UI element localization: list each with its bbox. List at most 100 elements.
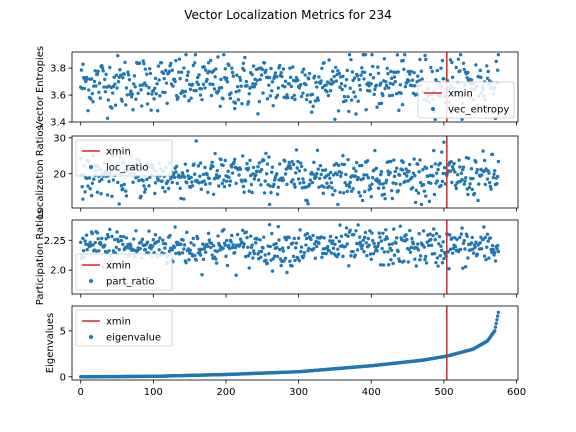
data-point-part_ratio xyxy=(465,234,469,239)
data-point-loc_ratio xyxy=(333,189,337,193)
data-point-vec_entropy xyxy=(136,91,140,96)
data-point-part_ratio xyxy=(110,234,114,239)
data-point-vec_entropy xyxy=(217,89,221,93)
data-point-part_ratio xyxy=(88,240,92,245)
data-point-part_ratio xyxy=(352,232,356,237)
data-point-part_ratio xyxy=(440,248,444,253)
data-point-eigenvalue xyxy=(493,329,497,333)
data-point-loc_ratio xyxy=(416,162,420,166)
data-point-vec_entropy xyxy=(142,81,147,85)
data-point-part_ratio xyxy=(414,264,419,268)
data-point-loc_ratio xyxy=(356,176,360,180)
data-point-loc_ratio xyxy=(156,178,161,182)
data-point-part_ratio xyxy=(347,264,351,268)
data-point-vec_entropy xyxy=(90,91,95,96)
data-point-loc_ratio xyxy=(487,180,492,185)
data-point-vec_entropy xyxy=(356,99,360,103)
data-point-loc_ratio xyxy=(230,165,234,169)
data-point-part_ratio xyxy=(167,249,172,253)
data-point-loc_ratio xyxy=(479,173,484,177)
data-point-vec_entropy xyxy=(288,75,293,80)
data-point-loc_ratio xyxy=(297,169,302,173)
data-point-part_ratio xyxy=(114,245,119,249)
data-point-loc_ratio xyxy=(379,170,384,174)
data-point-vec_entropy xyxy=(96,69,100,74)
data-point-part_ratio xyxy=(336,247,340,251)
data-point-vec_entropy xyxy=(287,82,291,86)
data-point-part_ratio xyxy=(99,242,103,247)
data-point-loc_ratio xyxy=(147,184,151,188)
data-point-loc_ratio xyxy=(182,175,187,179)
data-point-loc_ratio xyxy=(488,184,493,189)
data-point-vec_entropy xyxy=(357,77,361,82)
data-point-vec_entropy xyxy=(205,77,209,82)
data-point-vec_entropy xyxy=(240,101,244,106)
data-point-vec_entropy xyxy=(222,52,226,57)
data-point-part_ratio xyxy=(421,229,426,233)
data-point-part_ratio xyxy=(271,257,275,261)
data-point-part_ratio xyxy=(418,258,422,262)
data-point-part_ratio xyxy=(85,247,89,252)
data-point-vec_entropy xyxy=(494,59,498,64)
data-point-vec_entropy xyxy=(164,81,169,85)
legend-xmin-label: xmin xyxy=(448,89,473,100)
data-point-vec_entropy xyxy=(302,67,306,71)
data-point-vec_entropy xyxy=(116,80,121,84)
data-point-vec_entropy xyxy=(412,70,416,75)
data-point-loc_ratio xyxy=(294,148,299,152)
data-point-vec_entropy xyxy=(121,76,125,80)
data-point-loc_ratio xyxy=(360,198,365,203)
data-point-part_ratio xyxy=(455,237,459,242)
data-point-vec_entropy xyxy=(423,53,427,58)
data-point-loc_ratio xyxy=(353,174,357,178)
data-point-vec_entropy xyxy=(245,84,249,88)
data-point-loc_ratio xyxy=(440,179,445,184)
data-point-part_ratio xyxy=(408,228,412,233)
data-point-vec_entropy xyxy=(259,73,264,77)
data-point-part_ratio xyxy=(413,257,417,261)
data-point-vec_entropy xyxy=(144,83,148,88)
data-point-part_ratio xyxy=(334,235,339,240)
data-point-loc_ratio xyxy=(198,174,202,178)
data-point-part_ratio xyxy=(447,266,451,271)
data-point-loc_ratio xyxy=(208,181,212,186)
data-point-loc_ratio xyxy=(301,177,305,181)
data-point-vec_entropy xyxy=(310,110,314,114)
data-point-vec_entropy xyxy=(113,82,117,86)
data-point-loc_ratio xyxy=(331,173,336,177)
data-point-part_ratio xyxy=(168,233,172,238)
data-point-loc_ratio xyxy=(417,170,421,174)
data-point-vec_entropy xyxy=(294,75,299,80)
data-point-vec_entropy xyxy=(257,99,262,104)
data-point-part_ratio xyxy=(240,240,244,244)
data-point-vec_entropy xyxy=(97,90,101,95)
data-point-loc_ratio xyxy=(410,175,414,180)
y-tick-label: 30 xyxy=(53,133,66,144)
data-point-part_ratio xyxy=(396,249,400,254)
data-point-part_ratio xyxy=(319,235,323,239)
data-point-loc_ratio xyxy=(305,199,310,203)
data-point-part_ratio xyxy=(254,241,258,245)
data-point-vec_entropy xyxy=(326,93,331,98)
legend-series-label: loc_ratio xyxy=(106,163,148,174)
data-point-part_ratio xyxy=(434,260,438,265)
data-point-vec_entropy xyxy=(139,88,143,92)
data-point-part_ratio xyxy=(394,241,398,245)
data-point-vec_entropy xyxy=(198,93,203,97)
data-point-loc_ratio xyxy=(413,173,417,178)
data-point-vec_entropy xyxy=(278,63,282,68)
data-point-loc_ratio xyxy=(227,183,232,187)
data-point-loc_ratio xyxy=(427,199,432,204)
data-point-vec_entropy xyxy=(152,97,156,101)
data-point-part_ratio xyxy=(106,235,111,239)
data-point-part_ratio xyxy=(134,229,138,233)
data-point-vec_entropy xyxy=(276,86,280,90)
data-point-loc_ratio xyxy=(259,167,264,172)
data-point-loc_ratio xyxy=(331,193,335,197)
data-point-loc_ratio xyxy=(441,171,445,176)
data-point-part_ratio xyxy=(184,261,188,265)
data-point-part_ratio xyxy=(83,239,87,243)
data-point-vec_entropy xyxy=(319,79,323,83)
data-point-part_ratio xyxy=(224,254,228,259)
data-point-part_ratio xyxy=(201,257,206,262)
